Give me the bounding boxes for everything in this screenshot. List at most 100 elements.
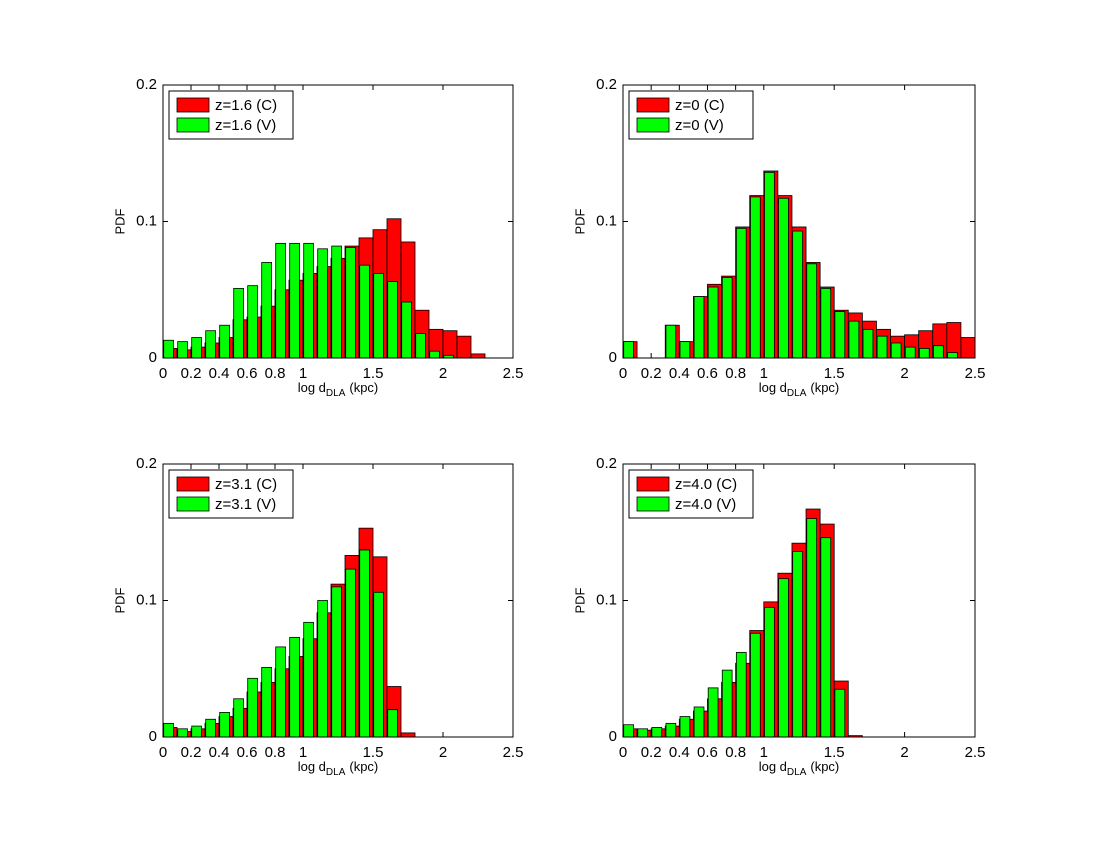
bar bbox=[778, 578, 789, 738]
y-axis-label: PDF bbox=[572, 587, 587, 613]
y-tick-label: 0 bbox=[149, 349, 157, 366]
x-tick-label: 1 bbox=[299, 744, 307, 761]
bar bbox=[247, 285, 258, 359]
x-tick-label: 2 bbox=[900, 365, 908, 382]
x-tick-label: 0.4 bbox=[209, 365, 230, 382]
legend-swatch bbox=[176, 97, 210, 113]
bar bbox=[933, 345, 944, 359]
bar bbox=[317, 600, 328, 738]
bar bbox=[947, 352, 958, 359]
subplot: 0 0.2 0.4 0.6 0.8 1 1.5 2 2.5 0 0.1 0.2 PDF log dDLA(… bbox=[112, 76, 523, 399]
bar bbox=[331, 245, 342, 359]
bar bbox=[750, 632, 761, 738]
bar bbox=[848, 320, 860, 359]
legend-swatch bbox=[176, 476, 210, 492]
y-tick-label: 0.2 bbox=[596, 455, 617, 472]
y-tick-label: 0 bbox=[609, 349, 617, 366]
bar bbox=[359, 264, 370, 359]
bar bbox=[792, 550, 803, 738]
bar bbox=[387, 281, 398, 359]
bar bbox=[163, 722, 174, 738]
bar bbox=[359, 549, 370, 738]
legend-label: z=1.6 (V) bbox=[215, 117, 276, 134]
bar bbox=[275, 242, 286, 359]
legend-label: z=1.6 (C) bbox=[215, 97, 277, 114]
bar bbox=[429, 350, 440, 359]
bar bbox=[623, 724, 634, 738]
legend-swatch bbox=[636, 496, 670, 512]
bar bbox=[679, 716, 691, 738]
bar bbox=[862, 328, 874, 359]
x-tick-label: 0.6 bbox=[697, 744, 718, 761]
x-axis-label-sub: DLA bbox=[787, 767, 807, 778]
legend-label: z=3.1 (C) bbox=[215, 476, 277, 493]
bar bbox=[233, 698, 244, 738]
subplot: 0 0.2 0.4 0.6 0.8 1 1.5 2 2.5 0 0.1 0.2 PDF log dDLA(… bbox=[572, 76, 985, 399]
x-axis-label: log dDLA (kpc) bbox=[298, 380, 379, 398]
x-tick-label: 1 bbox=[760, 365, 768, 382]
bar bbox=[778, 197, 789, 359]
bar bbox=[707, 687, 719, 738]
legend-swatch bbox=[636, 97, 670, 113]
bar bbox=[303, 621, 314, 738]
x-tick-label: 2.5 bbox=[503, 365, 524, 382]
x-tick-label: 0.8 bbox=[265, 744, 286, 761]
y-tick-label: 0.2 bbox=[136, 455, 157, 472]
bar bbox=[960, 337, 976, 359]
subplot: 0 0.2 0.4 0.6 0.8 1 1.5 2 2.5 0 0.1 0.2 PDF log dDLA(… bbox=[572, 455, 985, 778]
x-tick-label: 2.5 bbox=[503, 744, 524, 761]
bar bbox=[693, 706, 705, 738]
x-tick-label: 1.5 bbox=[824, 744, 845, 761]
bar bbox=[373, 272, 384, 359]
x-axis-label-main: log d bbox=[298, 380, 326, 395]
x-tick-label: 1.5 bbox=[363, 365, 384, 382]
bar bbox=[721, 277, 733, 359]
x-tick-label: 0.8 bbox=[725, 744, 746, 761]
x-tick-label: 0.2 bbox=[181, 744, 202, 761]
bar bbox=[401, 301, 412, 359]
legend-label: z=0 (V) bbox=[675, 117, 724, 134]
x-axis-label-unit: (kpc) bbox=[349, 759, 378, 774]
x-tick-label: 0.6 bbox=[697, 365, 718, 382]
x-tick-label: 0.8 bbox=[265, 365, 286, 382]
x-axis-label-main: log d bbox=[759, 759, 787, 774]
x-tick-label: 2 bbox=[900, 744, 908, 761]
bar bbox=[693, 296, 705, 359]
bar bbox=[820, 287, 832, 359]
bar bbox=[345, 247, 356, 359]
x-axis-label-sub: DLA bbox=[326, 767, 346, 778]
bar bbox=[345, 568, 356, 738]
x-axis-label-sub: DLA bbox=[326, 388, 346, 399]
x-tick-label: 0.8 bbox=[725, 365, 746, 382]
bar bbox=[820, 537, 832, 738]
bar bbox=[750, 196, 761, 359]
x-axis-label: log dDLA (kpc) bbox=[298, 759, 379, 777]
bar bbox=[665, 722, 677, 738]
bar bbox=[219, 324, 230, 359]
x-tick-label: 0 bbox=[619, 744, 627, 761]
bar bbox=[289, 242, 300, 359]
y-tick-label: 0.1 bbox=[136, 212, 157, 229]
legend-label: z=0 (C) bbox=[675, 97, 725, 114]
bar bbox=[665, 324, 677, 359]
subplot: 0 0.2 0.4 0.6 0.8 1 1.5 2 2.5 0 0.1 0.2 PDF log dDLA(… bbox=[112, 455, 523, 778]
y-axis-label: PDF bbox=[112, 587, 127, 613]
x-tick-label: 0 bbox=[619, 365, 627, 382]
bar bbox=[400, 732, 416, 738]
bar bbox=[456, 335, 472, 359]
x-tick-label: 0.2 bbox=[641, 365, 662, 382]
x-tick-label: 2 bbox=[439, 744, 447, 761]
x-axis-label-unit: (kpc) bbox=[349, 380, 378, 395]
legend-label: z=4.0 (V) bbox=[675, 496, 736, 513]
x-tick-label: 1.5 bbox=[824, 365, 845, 382]
bar bbox=[623, 341, 634, 359]
bar bbox=[261, 666, 272, 738]
y-tick-label: 0.2 bbox=[596, 76, 617, 93]
bar bbox=[890, 342, 902, 359]
bar bbox=[792, 230, 803, 359]
bar bbox=[721, 669, 733, 738]
bar bbox=[442, 330, 458, 359]
bar bbox=[679, 341, 691, 359]
bar bbox=[834, 688, 846, 738]
